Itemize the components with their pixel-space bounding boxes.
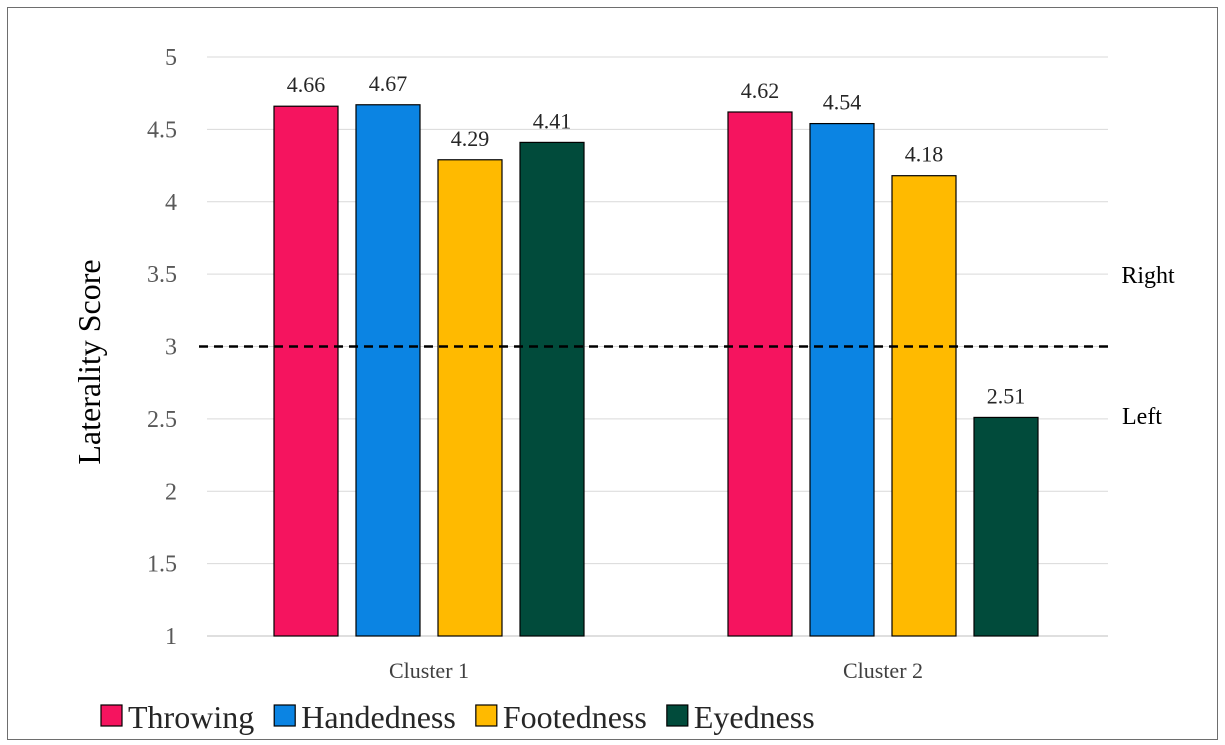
bar-footedness-1 [437,159,503,637]
bar-handedness-1 [355,104,421,637]
bar-eyedness-2 [973,416,1039,637]
data-label: 4.54 [823,90,862,115]
legend-swatch [475,704,498,727]
legend-swatch [273,704,296,727]
y-tick-label: 3.5 [147,262,177,288]
bar-eyedness-1 [519,141,585,637]
x-axis-categories: Cluster 1 Cluster 2 [389,658,923,683]
y-tick-label: 4.5 [147,117,177,143]
bar-handedness-2 [809,122,875,637]
data-label: 4.41 [533,108,572,133]
y-tick-label: 2.5 [147,407,177,433]
legend-item-footedness: Footedness [475,699,647,735]
annotation-left: Left [1122,404,1162,430]
y-axis-label: Laterality Score [71,259,107,464]
y-tick-label: 1.5 [147,552,177,578]
category-label: Cluster 2 [843,658,923,683]
legend-label: Footedness [503,699,647,735]
y-tick-label: 4 [165,190,177,216]
y-tick-label: 3 [165,335,177,361]
legend-label: Eyedness [694,699,815,735]
legend-item-handedness: Handedness [273,699,456,735]
data-label: 4.18 [905,142,944,167]
category-label: Cluster 1 [389,658,469,683]
data-label: 2.51 [987,383,1026,408]
data-label: 4.29 [451,126,490,151]
annotation-right: Right [1121,263,1175,289]
data-label: 4.66 [287,72,326,97]
bar-throwing-2 [727,111,793,637]
data-labels: 4.66 4.62 4.67 4.54 4.29 4.18 4.41 2.51 [287,71,1026,409]
y-axis-ticks: 1 1.5 2 2.5 3 3.5 4 4.5 5 [147,45,177,650]
bar-footedness-2 [891,175,957,637]
bars [273,104,1039,637]
y-tick-label: 2 [165,479,177,505]
data-label: 4.62 [741,78,780,103]
legend-swatch [666,704,689,727]
data-label: 4.67 [369,71,408,96]
legend-label: Throwing [128,699,254,735]
legend: Throwing Handedness Footedness Eyedness [100,699,815,735]
y-tick-label: 1 [165,624,177,650]
legend-swatch [100,704,123,727]
y-tick-label: 5 [165,45,177,71]
legend-item-eyedness: Eyedness [666,699,815,735]
bar-throwing-1 [273,105,339,637]
legend-item-throwing: Throwing [100,699,254,735]
legend-label: Handedness [301,699,456,735]
